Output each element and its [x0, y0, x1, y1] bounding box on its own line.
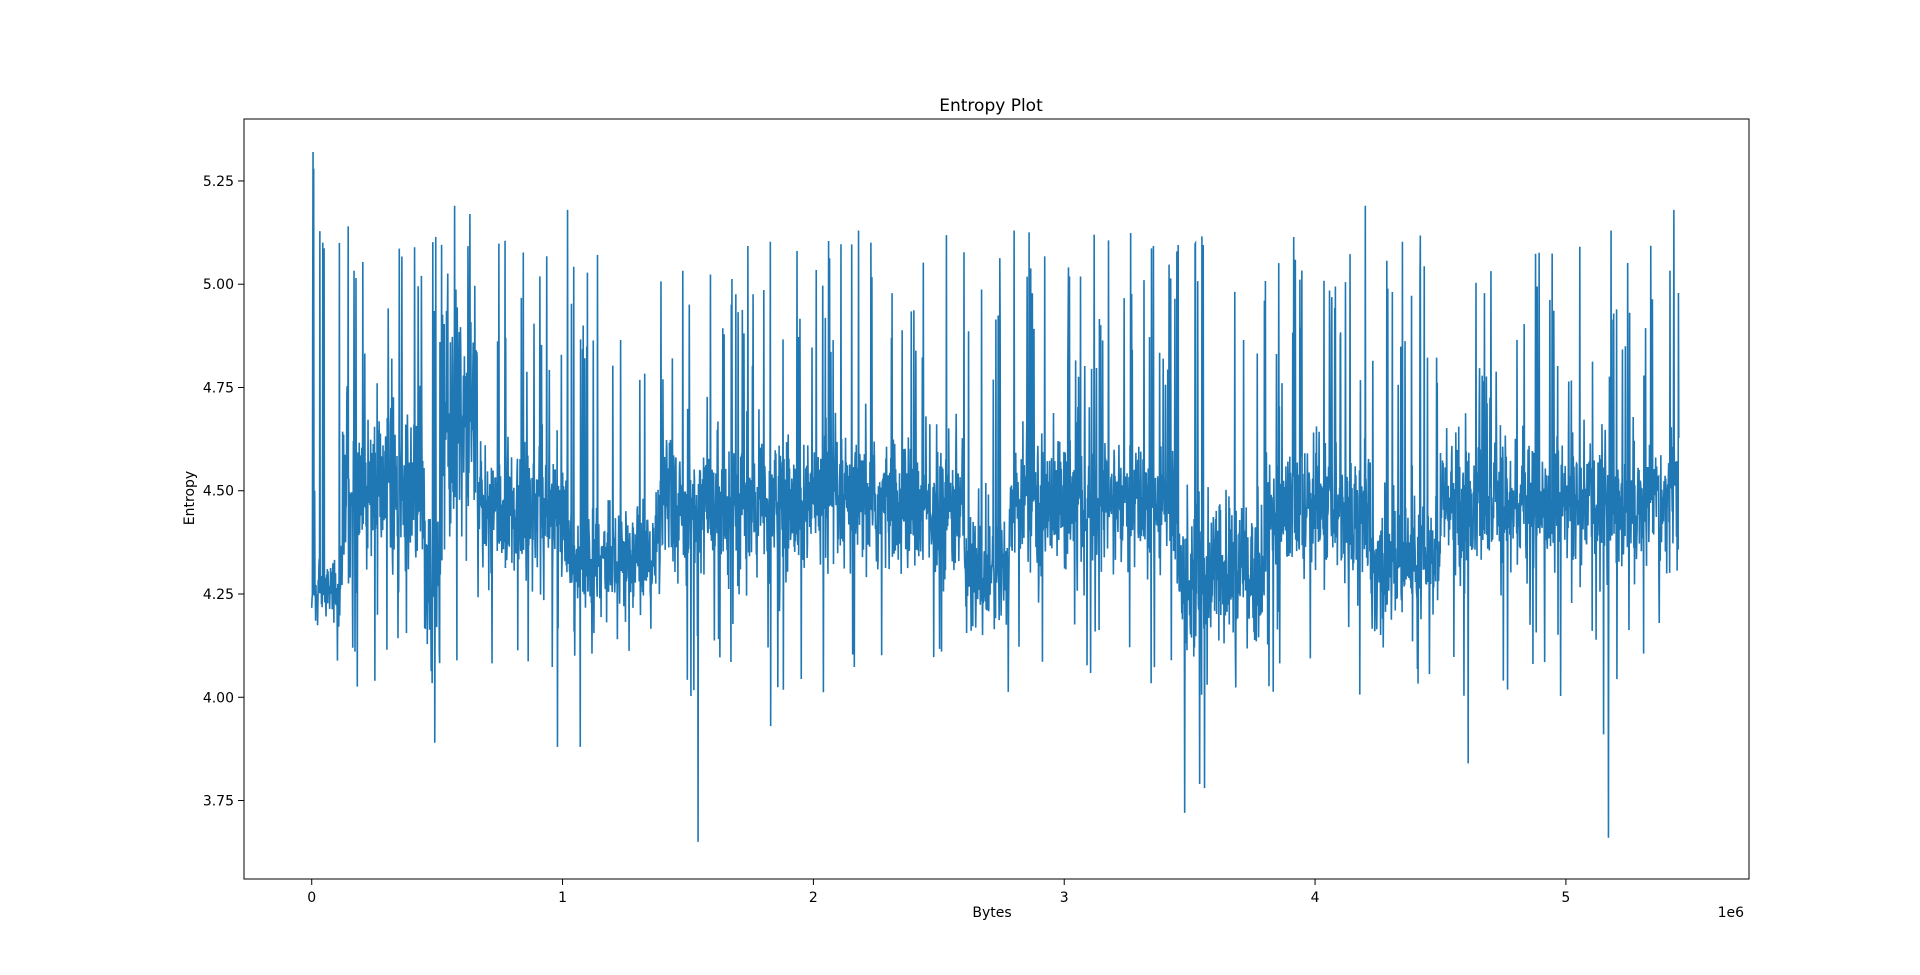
y-axis-label: Entropy: [182, 471, 198, 525]
plot-area: [310, 152, 1680, 842]
x-axis-label: Bytes: [972, 905, 1011, 921]
y-tick-label: 4.75: [203, 380, 234, 396]
axes-frame: [243, 118, 1750, 880]
y-tick-label: 3.75: [203, 794, 234, 810]
chart-title: Entropy Plot: [939, 96, 1043, 116]
y-tick-label: 5.25: [203, 174, 234, 190]
x-tick-label: 4: [1311, 890, 1320, 906]
y-tick-label: 4.25: [203, 587, 234, 603]
y-tick-label: 4.00: [203, 690, 234, 706]
y-tick-label: 4.50: [203, 484, 234, 500]
x-tick-label: 3: [1060, 890, 1069, 906]
x-tick-label: 5: [1561, 890, 1570, 906]
x-tick-label: 1: [558, 890, 567, 906]
entropy-series-line: [310, 152, 1680, 842]
y-tick-label: 5.00: [203, 277, 234, 293]
x-tick-label: 0: [307, 890, 316, 906]
y-axis: 3.75 4.00 4.25 4.50 4.75 5.00 5.25: [203, 174, 244, 810]
x-tick-label: 2: [809, 890, 818, 906]
x-axis: 0 1 2 3 4 5: [307, 879, 1570, 906]
x-axis-offset-label: 1e6: [1718, 905, 1745, 921]
